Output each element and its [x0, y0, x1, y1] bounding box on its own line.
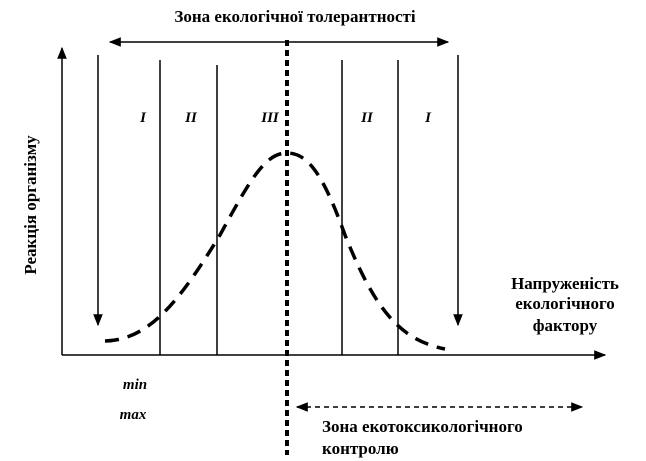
x-axis-label: Напруженість	[511, 274, 619, 293]
control-zone-label: Зона екотоксикологічного	[322, 417, 523, 436]
title: Зона екологічної толерантності	[174, 7, 416, 26]
x-axis-label: екологічного	[515, 294, 615, 313]
x-axis-label: фактору	[533, 316, 598, 335]
zone-label: II	[360, 110, 374, 126]
y-axis-label: Реакція організму	[21, 135, 40, 275]
min-label: min	[123, 377, 147, 393]
zone-label: I	[139, 110, 147, 126]
zone-label: III	[260, 110, 280, 126]
zone-label: II	[184, 110, 198, 126]
response-curve	[104, 151, 446, 351]
control-zone-label: контролю	[322, 439, 399, 458]
zone-label: I	[424, 110, 432, 126]
max-label: max	[120, 407, 147, 423]
